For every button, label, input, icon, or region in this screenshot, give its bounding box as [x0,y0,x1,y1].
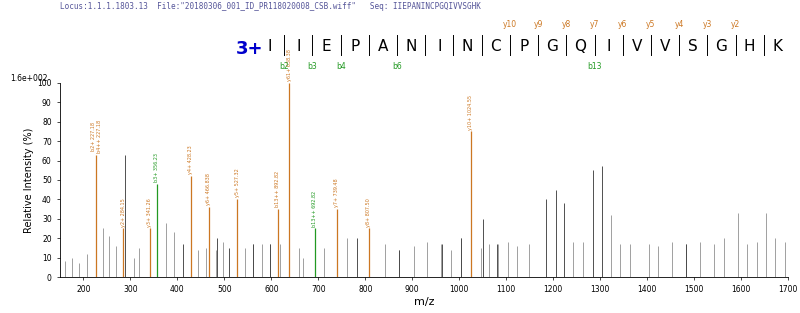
Text: I: I [437,39,442,54]
Text: G: G [715,39,727,54]
Text: y8: y8 [562,20,571,28]
Text: H: H [744,39,755,54]
Text: I: I [296,39,301,54]
Text: G: G [546,39,558,54]
Text: y3: y3 [702,20,712,28]
Text: E: E [322,39,331,54]
Text: I: I [606,39,611,54]
Text: V: V [632,39,642,54]
Text: b2: b2 [279,62,289,71]
Text: S: S [688,39,698,54]
Text: y2: y2 [731,20,740,28]
Text: P: P [350,39,359,54]
Text: y10: y10 [503,20,517,28]
Text: Q: Q [574,39,586,54]
Text: N: N [406,39,417,54]
Text: y3+ 341.26: y3+ 341.26 [147,198,152,227]
Text: b13++ 692.82: b13++ 692.82 [313,190,318,227]
Text: b4: b4 [336,62,346,71]
Text: b3: b3 [307,62,318,71]
Text: A: A [378,39,388,54]
Text: y5+ 527.32: y5+ 527.32 [234,169,240,198]
Text: y4+ 428.23: y4+ 428.23 [188,146,193,174]
Text: y10+ 1024.55: y10+ 1024.55 [469,95,474,130]
Text: y8+ 807.50: y8+ 807.50 [366,198,371,227]
Text: y2+ 284.15: y2+ 284.15 [121,198,126,227]
Text: 3+: 3+ [236,39,263,58]
Text: y7+ 739.48: y7+ 739.48 [334,178,339,207]
Text: C: C [490,39,501,54]
Text: y61+ 638.38: y61+ 638.38 [287,49,292,81]
Text: K: K [773,39,783,54]
Text: y7: y7 [590,20,599,28]
Text: b2+ 227.18
b4++ 227.18: b2+ 227.18 b4++ 227.18 [91,120,102,153]
Text: y6+ 466.838: y6+ 466.838 [206,173,211,205]
Text: y6: y6 [618,20,627,28]
Text: y9: y9 [534,20,542,28]
Text: y5: y5 [646,20,656,28]
Text: Locus:1.1.1.1803.13  File:"20180306_001_ID_PR118020008_CSB.wiff"   Seq: IIEPANIN: Locus:1.1.1.1803.13 File:"20180306_001_I… [60,2,481,11]
Text: N: N [462,39,474,54]
Text: y4: y4 [674,20,684,28]
Text: 1.6e+002: 1.6e+002 [10,74,48,83]
X-axis label: m/z: m/z [414,297,434,307]
Text: b6: b6 [392,62,402,71]
Text: P: P [519,39,529,54]
Text: b3+ 356.23: b3+ 356.23 [154,153,159,182]
Text: V: V [660,39,670,54]
Text: b13: b13 [587,62,602,71]
Text: b13++ 892.82: b13++ 892.82 [275,171,280,207]
Text: I: I [268,39,272,54]
Y-axis label: Relative Intensity (%): Relative Intensity (%) [24,127,34,233]
